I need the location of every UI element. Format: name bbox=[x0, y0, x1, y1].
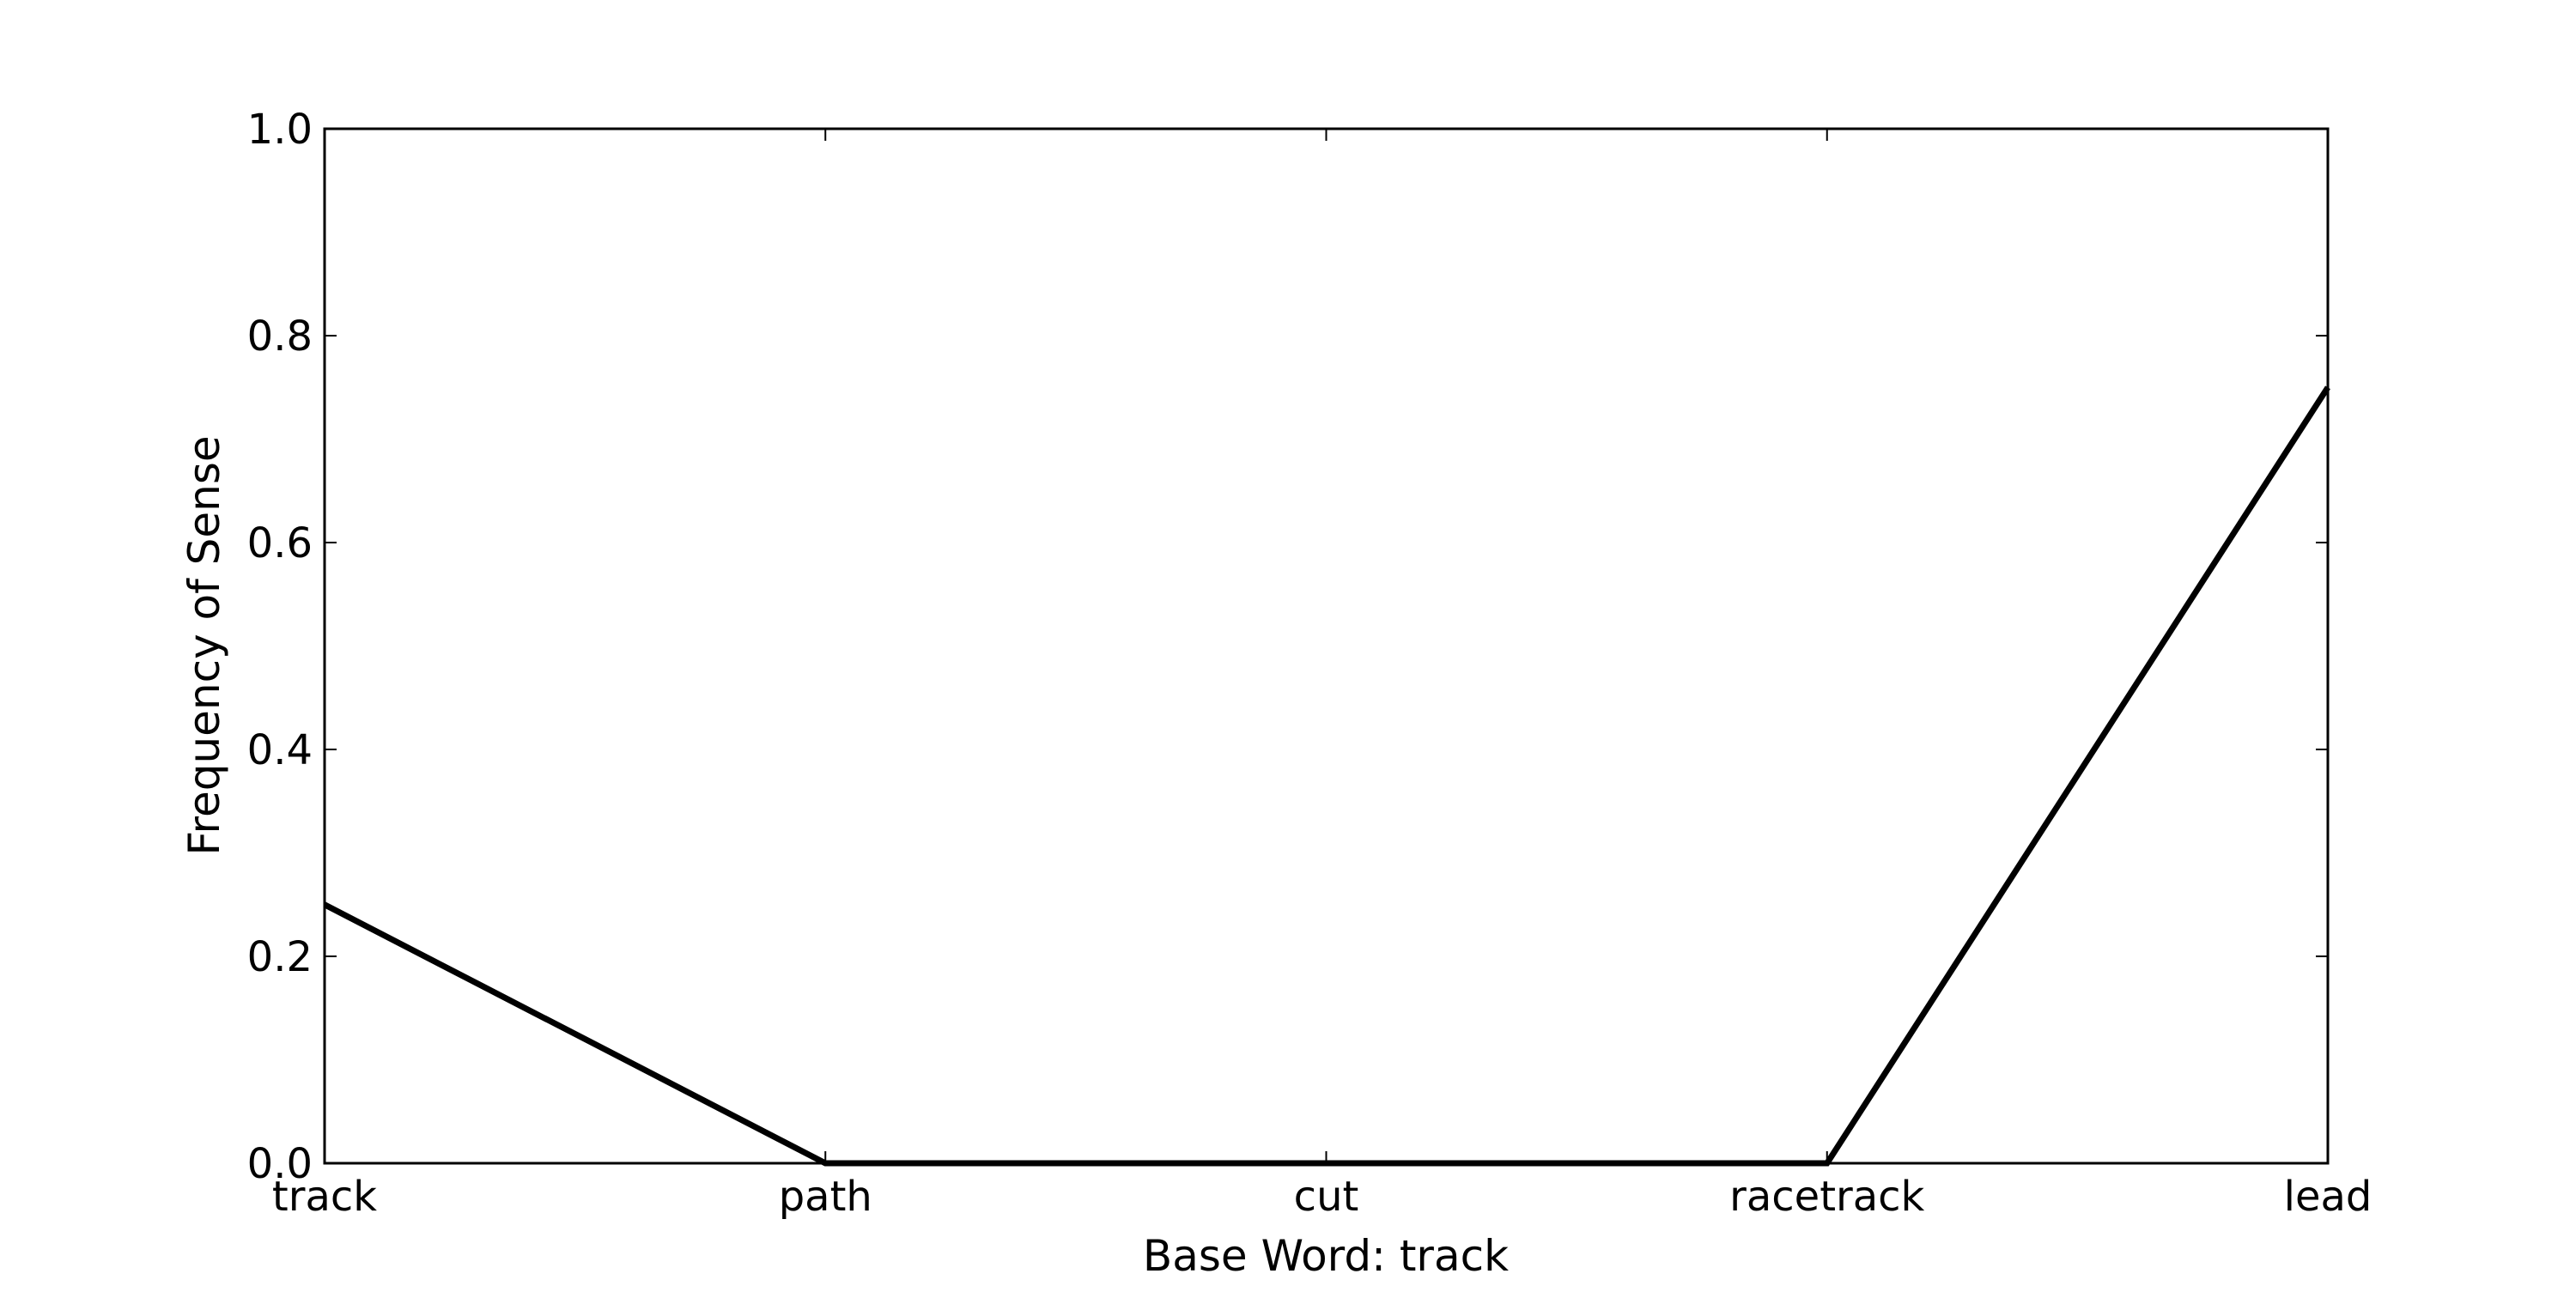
x-tick-label: track bbox=[272, 1173, 377, 1221]
x-tick-label: cut bbox=[1294, 1173, 1359, 1221]
y-tick-label: 0.6 bbox=[247, 519, 313, 567]
labels-layer: track path cut racetrack lead 0.0 0.2 0.4 0.6 0.8… bbox=[247, 106, 2372, 1221]
y-tick-label: 1.0 bbox=[247, 106, 313, 154]
x-tick-label: path bbox=[779, 1173, 872, 1221]
series-line bbox=[323, 385, 2330, 1167]
y-tick-label: 0.4 bbox=[247, 726, 313, 774]
x-tick-label: racetrack bbox=[1729, 1173, 1924, 1221]
y-axis-label: Frequency of Sense bbox=[179, 435, 229, 855]
y-tick-label: 0.2 bbox=[247, 933, 313, 981]
x-tick-label: lead bbox=[2284, 1173, 2372, 1221]
x-axis-label: Base Word: track bbox=[1143, 1231, 1509, 1281]
ticks-layer bbox=[324, 128, 2329, 1164]
series-layer bbox=[323, 385, 2330, 1167]
y-tick-label: 0.8 bbox=[247, 312, 313, 361]
plot-frame bbox=[323, 127, 2330, 1165]
y-tick-label: 0.0 bbox=[247, 1140, 313, 1188]
